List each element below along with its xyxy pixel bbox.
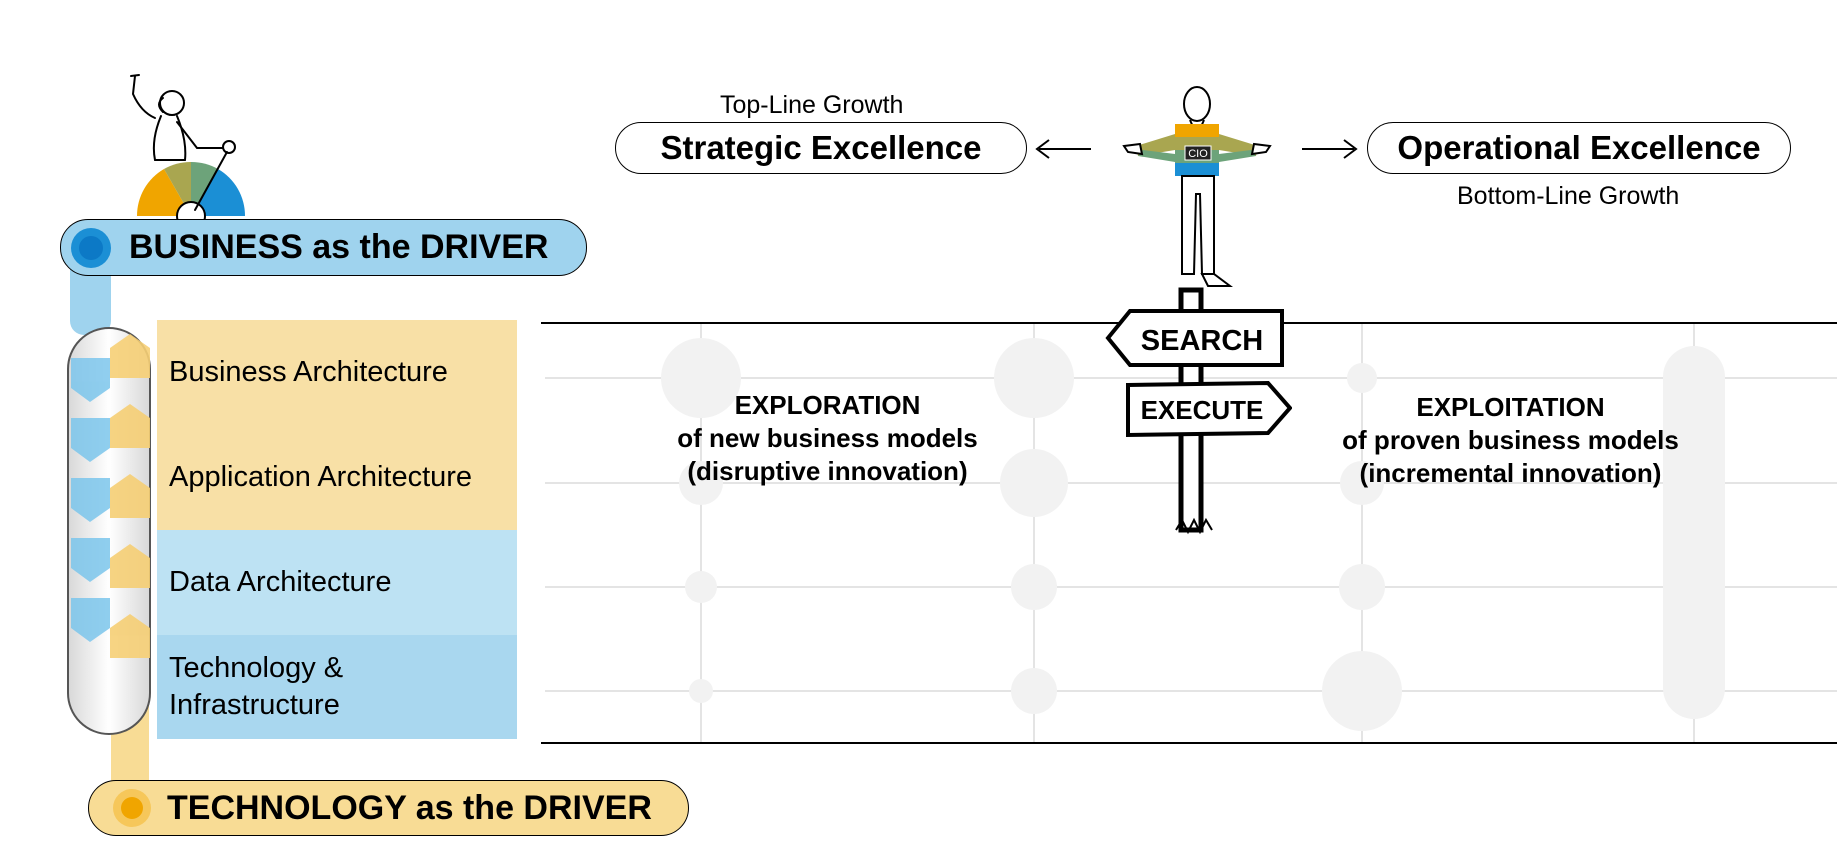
technology-driver-label: TECHNOLOGY as the DRIVER [167,788,652,827]
operational-excellence-label: Operational Excellence [1397,129,1761,166]
layer-business-architecture: Business Architecture [157,320,517,425]
business-driver-pill: BUSINESS as the DRIVER [60,219,587,276]
execute-sign: EXECUTE [1126,380,1292,438]
layer-label: Business Architecture [169,356,448,388]
bottom-line-growth-caption: Bottom-Line Growth [1457,182,1680,210]
layer-data-architecture: Data Architecture [157,530,517,635]
business-driver-dot [71,227,111,268]
exploitation-block: EXPLOITATION of proven business models (… [1318,391,1703,490]
bubble [685,571,717,603]
layer-application-architecture: Application Architecture [157,425,517,530]
bubble [1347,363,1377,393]
top-line-growth-caption: Top-Line Growth [720,91,904,119]
bubble [1322,651,1402,731]
technology-driver-dot [113,789,151,827]
arrow-left-icon [1035,139,1091,159]
exploration-block: EXPLORATION of new business models (disr… [650,389,1005,488]
bubble [994,338,1074,418]
bubble [1011,668,1057,714]
bubble-bar [1663,346,1725,719]
arrow-right-icon [1302,139,1358,159]
cio-badge: CIO [1188,148,1208,160]
execute-sign-label: EXECUTE [1141,395,1264,425]
exploitation-line1: of proven business models [1342,425,1679,455]
exploration-title: EXPLORATION [734,390,921,420]
layer-technology-infrastructure: Technology & Infrastructure [157,635,517,739]
technology-driver-pill: TECHNOLOGY as the DRIVER [88,780,689,836]
layer-label: Application Architecture [169,461,473,493]
layer-label: Data Architecture [169,566,392,598]
exploitation-title: EXPLOITATION [1416,392,1605,422]
exploration-line2: (disruptive innovation) [687,456,968,486]
bubble [1340,461,1384,505]
operational-excellence-pill: Operational Excellence [1367,122,1791,174]
layer-label: Technology & Infrastructure [169,652,344,721]
strategic-excellence-pill: Strategic Excellence [615,122,1027,174]
exploration-line1: of new business models [677,423,978,453]
search-sign: SEARCH [1105,309,1284,367]
alignment-capsule [67,327,151,735]
search-sign-label: SEARCH [1141,325,1263,357]
bubble [1000,449,1068,517]
bubble [689,679,713,703]
bubble [661,338,741,418]
business-driver-label: BUSINESS as the DRIVER [129,228,549,266]
strategic-excellence-label: Strategic Excellence [660,129,982,166]
business-person-icon [130,74,246,220]
bubble [679,461,723,505]
exploitation-line2: (incremental innovation) [1359,458,1662,488]
bubble [1339,564,1385,610]
bubble [1011,564,1057,610]
